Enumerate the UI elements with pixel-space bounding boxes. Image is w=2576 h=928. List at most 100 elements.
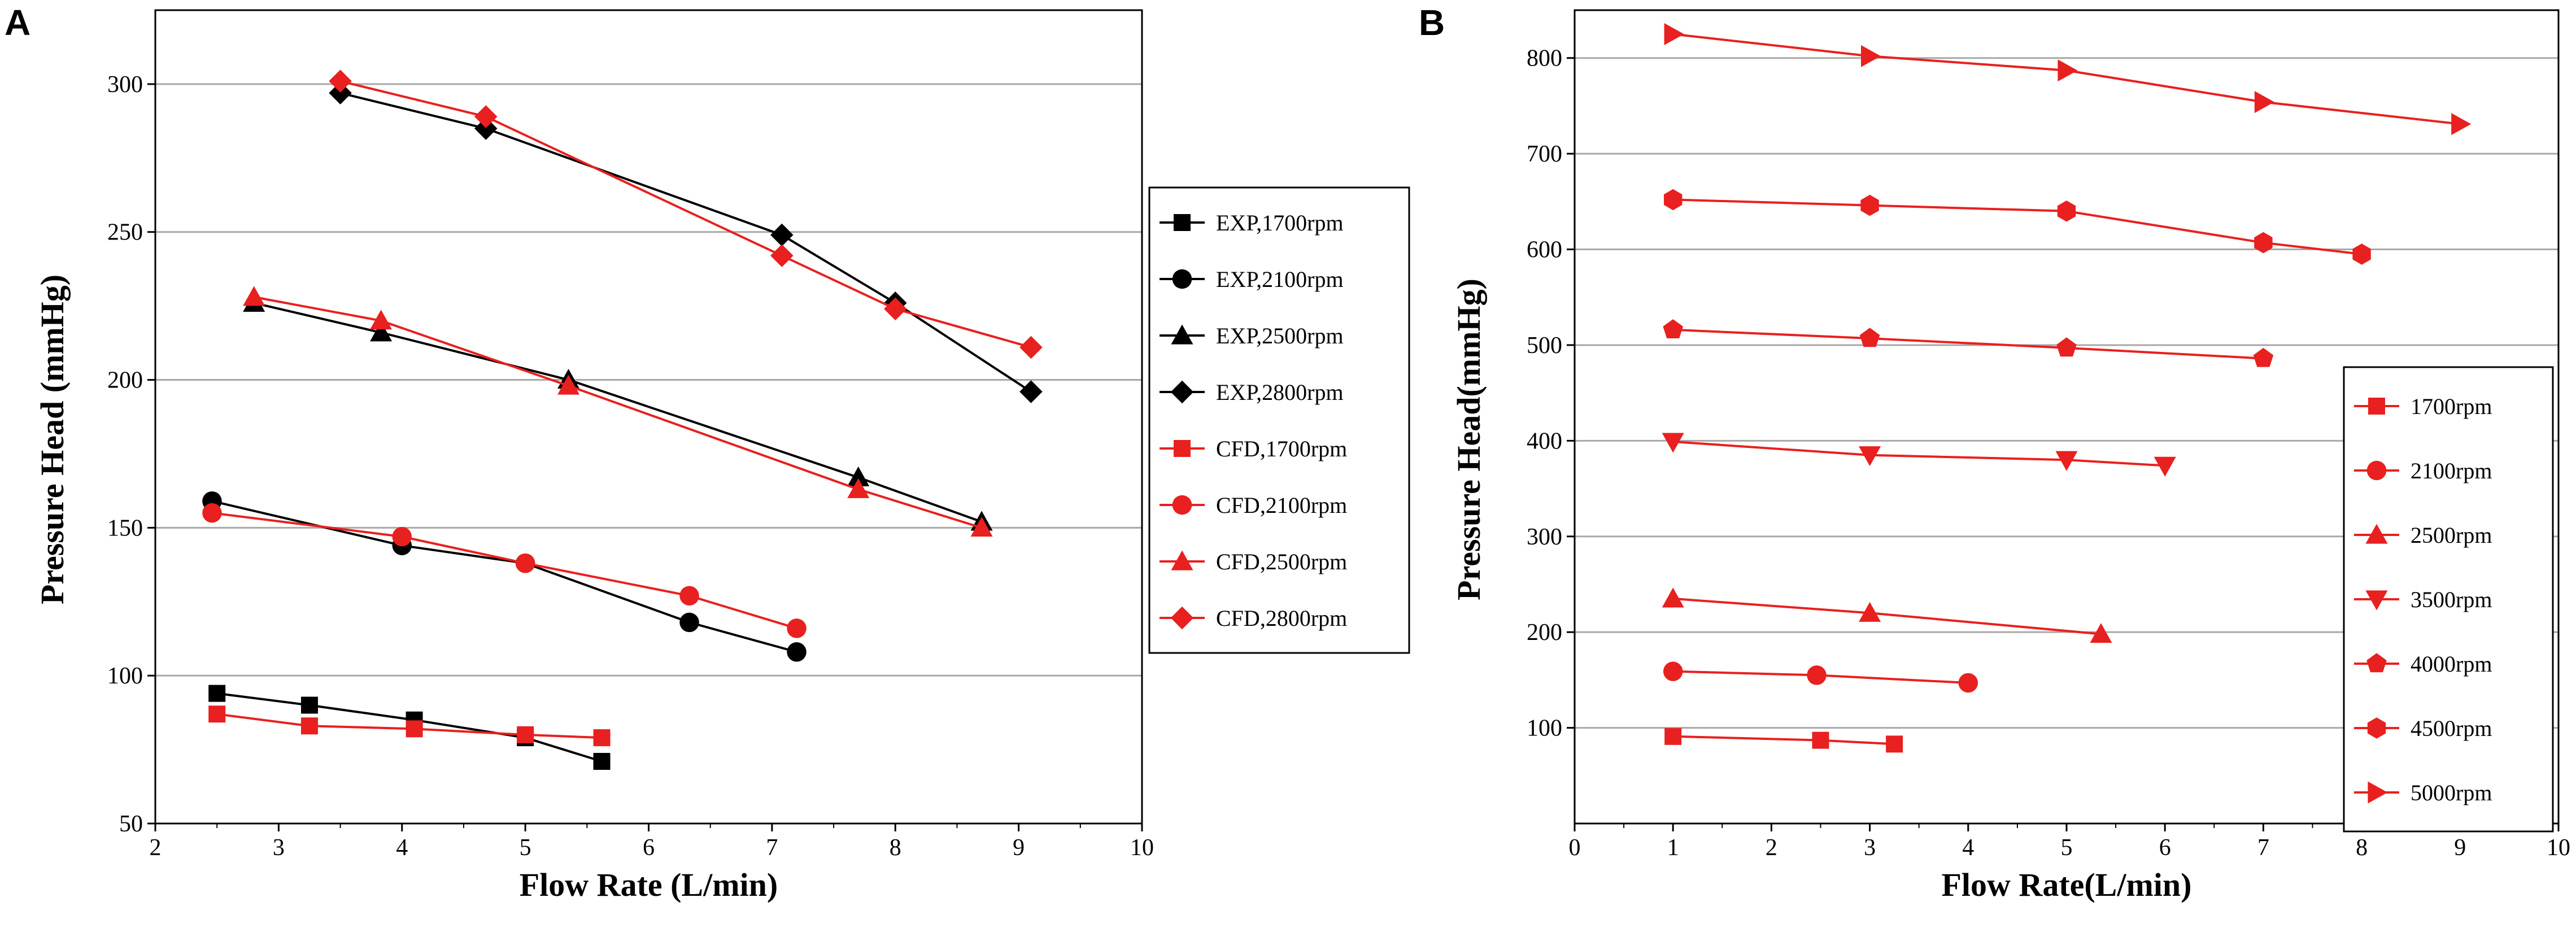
data-point <box>2254 91 2274 114</box>
x-tick-label: 1 <box>1667 835 1679 861</box>
x-tick-label: 4 <box>1962 835 1974 861</box>
legend-marker <box>1170 380 1194 404</box>
x-tick-label: 9 <box>1013 835 1025 861</box>
data-point <box>970 516 993 537</box>
legend: 1700rpm 2100rpm 2500rpm 3500rpm 4000rpm 4500r… <box>2343 366 2554 833</box>
data-point <box>2090 623 2112 643</box>
legend-label: 1700rpm <box>2411 394 2492 419</box>
y-tick-label: 250 <box>107 220 143 246</box>
legend-label: EXP,2500rpm <box>1216 323 1344 348</box>
series-line <box>1673 735 1895 746</box>
data-point <box>202 503 222 523</box>
data-point <box>1859 602 1881 622</box>
y-tick-label: 200 <box>107 368 143 394</box>
data-point <box>593 729 611 747</box>
legend-label: 5000rpm <box>2411 780 2492 805</box>
series-2500rpm <box>1662 587 2112 643</box>
series-line <box>340 80 1032 348</box>
data-point <box>884 297 907 321</box>
data-point <box>1662 587 1684 608</box>
data-point <box>329 81 352 104</box>
series-line <box>254 302 982 523</box>
x-tick-label: 7 <box>766 835 778 861</box>
legend-label: EXP,2800rpm <box>1216 380 1344 405</box>
data-point <box>1019 336 1043 359</box>
data-point <box>1662 433 1684 453</box>
legend-label: 2100rpm <box>2411 458 2492 483</box>
data-point <box>847 466 870 486</box>
legend-marker <box>1172 269 1192 289</box>
data-point <box>329 69 352 93</box>
legend-marker <box>2367 717 2386 739</box>
y-tick-label: 150 <box>107 515 143 541</box>
x-tick-label: 10 <box>2547 835 2570 861</box>
legend-label: CFD,2800rpm <box>1216 605 1347 631</box>
x-tick-label: 8 <box>2356 835 2368 861</box>
legend-label: CFD,2100rpm <box>1216 493 1347 518</box>
x-tick-label: 5 <box>2061 835 2073 861</box>
y-axis-title: Pressure Head(mmHg) <box>1450 278 1487 600</box>
series-5000rpm <box>1664 23 2472 136</box>
x-tick-label: 6 <box>2159 835 2171 861</box>
panel-label: B <box>1419 2 1445 43</box>
legend-label: 4500rpm <box>2411 716 2492 741</box>
y-tick-label: 700 <box>1527 141 1562 167</box>
legend-label: 2500rpm <box>2411 522 2492 548</box>
data-point <box>370 310 393 330</box>
data-point <box>2154 456 2176 477</box>
data-point <box>787 642 807 662</box>
x-tick-label: 3 <box>273 835 285 861</box>
x-tick-label: 10 <box>1130 835 1154 861</box>
x-tick-label: 4 <box>396 835 408 861</box>
series-exp-2100rpm <box>202 491 807 662</box>
panel-label: A <box>5 2 30 43</box>
x-tick-label: 6 <box>643 835 655 861</box>
data-point <box>2055 451 2078 471</box>
x-tick-label: 5 <box>520 835 531 861</box>
data-point <box>2254 232 2273 254</box>
series-line <box>340 92 1032 393</box>
data-point <box>208 685 226 702</box>
x-tick-label: 3 <box>1864 835 1876 861</box>
data-point <box>1663 319 1683 338</box>
data-point <box>474 117 498 140</box>
series-line <box>1673 328 2264 360</box>
x-tick-label: 8 <box>890 835 901 861</box>
series-line <box>1673 597 2102 635</box>
data-point <box>1807 665 1827 685</box>
series-line <box>212 512 797 630</box>
data-point <box>1886 735 1903 753</box>
data-point <box>515 553 535 573</box>
data-point <box>406 720 423 738</box>
x-axis-title: Flow Rate(L/min) <box>1942 866 2192 903</box>
legend-marker <box>2365 524 2388 544</box>
x-tick-label: 9 <box>2454 835 2466 861</box>
legend-marker <box>1171 550 1193 570</box>
data-point <box>2058 59 2078 82</box>
legend-marker <box>2368 398 2385 415</box>
data-point <box>1019 380 1043 403</box>
data-point <box>300 717 318 735</box>
legend-marker <box>2366 460 2387 481</box>
data-point <box>679 612 699 633</box>
data-point <box>847 478 870 498</box>
y-axis-title: Pressure Head (mmHg) <box>34 275 71 604</box>
data-point <box>557 374 580 395</box>
legend-marker <box>1174 440 1191 457</box>
y-tick-label: 500 <box>1527 333 1562 359</box>
legend-label: CFD,1700rpm <box>1216 436 1347 461</box>
data-point <box>1664 189 1683 211</box>
y-tick-label: 800 <box>1527 46 1562 72</box>
x-axis-title: Flow Rate (L/min) <box>520 866 778 903</box>
x-tick-label: 7 <box>2257 835 2269 861</box>
legend-marker <box>2366 653 2387 673</box>
data-point <box>1812 731 1829 749</box>
legend-label: EXP,1700rpm <box>1216 210 1344 236</box>
data-point <box>770 223 794 247</box>
data-point <box>770 244 794 267</box>
x-tick-label: 2 <box>1766 835 1777 861</box>
panel-a: A 2 3 4 5 6 7 8 9 10 50 100 150 200 250 300 Flow Rate (L… <box>5 2 1410 903</box>
series-4500rpm <box>1664 189 2371 265</box>
data-point <box>208 705 226 723</box>
